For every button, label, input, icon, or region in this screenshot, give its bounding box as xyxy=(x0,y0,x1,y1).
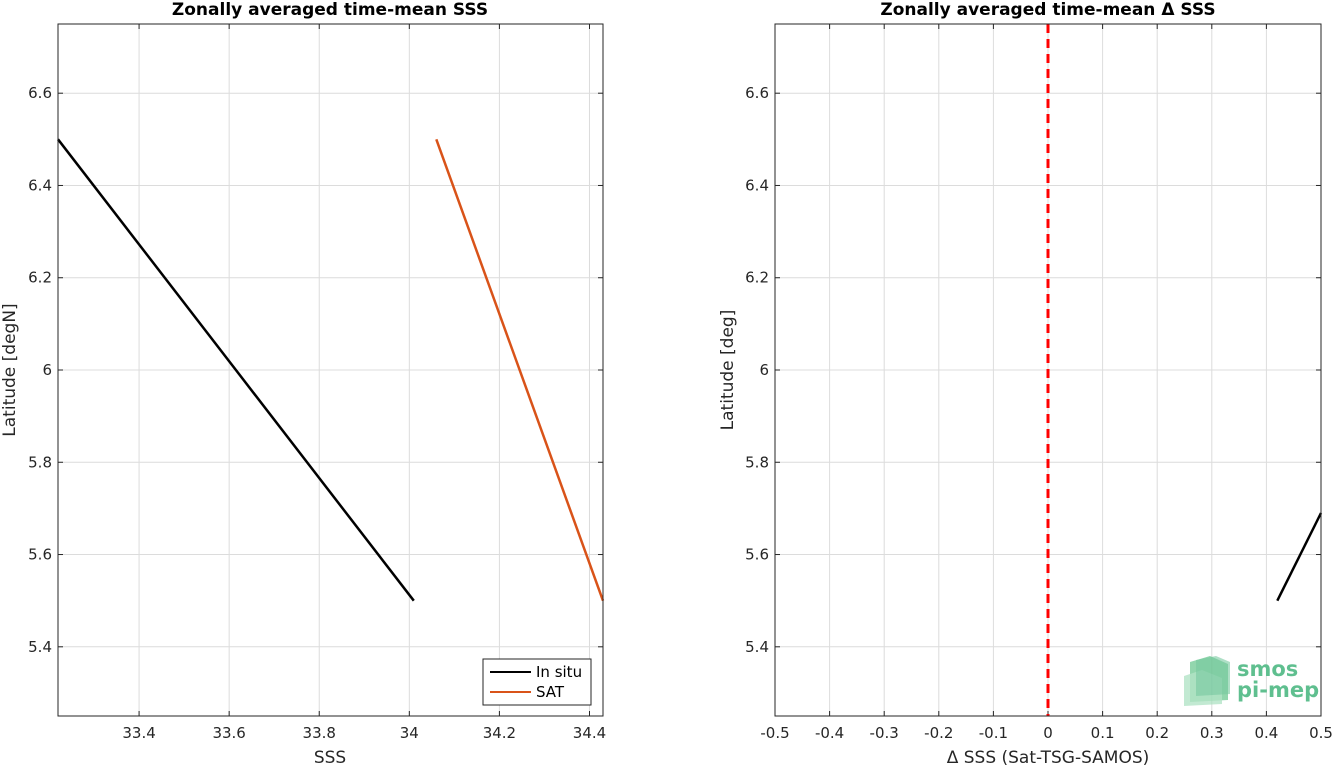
x-tick-label: -0.2 xyxy=(924,724,953,742)
right-tick-labels: -0.5 -0.4 -0.3 -0.2 -0.1 0 0.1 0.2 0.3 0.4 0.5 5.4 5… xyxy=(745,84,1333,742)
left-axes-frame xyxy=(57,23,604,717)
x-tick-label: 0.5 xyxy=(1309,724,1333,742)
x-tick-label: 33.8 xyxy=(303,724,336,742)
y-tick-label: 5.4 xyxy=(745,638,769,656)
y-tick-label: 6.2 xyxy=(28,269,52,287)
series-line-in-situ xyxy=(57,138,415,602)
x-tick-label: 33.6 xyxy=(212,724,245,742)
x-tick-label: 0.4 xyxy=(1254,724,1278,742)
x-tick-label: -0.1 xyxy=(979,724,1008,742)
series-line-delta xyxy=(1276,512,1323,602)
y-tick-label: 5.6 xyxy=(745,546,769,564)
left-y-axis-label: Latitude [degN] xyxy=(0,303,20,436)
y-tick-label: 5.8 xyxy=(28,453,52,471)
legend-label-sat: SAT xyxy=(536,683,565,701)
y-tick-label: 6.6 xyxy=(745,84,769,102)
right-series xyxy=(1046,24,1323,716)
x-tick-label: -0.5 xyxy=(760,724,789,742)
smos-pi-mep-logo: smos pi-mep xyxy=(1184,656,1319,706)
logo-mark-icon xyxy=(1184,656,1230,706)
y-tick-label: 6 xyxy=(759,361,769,379)
y-tick-label: 6.6 xyxy=(28,84,52,102)
x-tick-label: -0.4 xyxy=(815,724,844,742)
left-tick-labels: 33.4 33.6 33.8 34 34.2 34.4 5.4 5.6 5.8 6 6.2 6.4 6.… xyxy=(28,84,606,742)
x-tick-label: 0.1 xyxy=(1091,724,1115,742)
right-axes-frame xyxy=(774,23,1322,717)
right-chart-title: Zonally averaged time-mean Δ SSS xyxy=(880,0,1215,20)
y-tick-label: 6 xyxy=(42,361,52,379)
left-panel: Zonally averaged time-mean SSS 33.4 33.6 3… xyxy=(0,0,606,765)
right-x-axis-label: Δ SSS (Sat-TSG-SAMOS) xyxy=(947,748,1150,765)
logo-line-1: smos xyxy=(1237,657,1298,681)
y-tick-label: 5.4 xyxy=(28,638,52,656)
right-y-axis-label: Latitude [deg] xyxy=(718,310,738,431)
legend-label-in-situ: In situ xyxy=(536,663,582,681)
x-tick-label: 33.4 xyxy=(122,724,155,742)
logo-line-2: pi-mep xyxy=(1237,678,1319,702)
left-chart-title: Zonally averaged time-mean SSS xyxy=(172,0,488,20)
left-x-axis-label: SSS xyxy=(314,748,346,765)
y-tick-label: 6.2 xyxy=(745,269,769,287)
x-tick-label: 0.2 xyxy=(1145,724,1169,742)
left-grid xyxy=(58,24,603,716)
legend: In situ SAT xyxy=(482,658,592,706)
right-panel: Zonally averaged time-mean Δ SSS -0.5 -0.… xyxy=(718,0,1333,765)
y-tick-label: 6.4 xyxy=(28,176,52,194)
y-tick-label: 5.8 xyxy=(745,453,769,471)
x-tick-label: 34.2 xyxy=(483,724,516,742)
y-tick-label: 6.4 xyxy=(745,176,769,194)
x-tick-label: 34.4 xyxy=(573,724,606,742)
legend-box xyxy=(482,658,592,706)
x-tick-label: -0.3 xyxy=(870,724,899,742)
x-tick-label: 0.3 xyxy=(1200,724,1224,742)
x-tick-label: 34 xyxy=(400,724,419,742)
series-line-sat xyxy=(435,138,605,602)
y-tick-label: 5.6 xyxy=(28,546,52,564)
x-tick-label: 0 xyxy=(1043,724,1053,742)
left-series xyxy=(57,138,605,602)
